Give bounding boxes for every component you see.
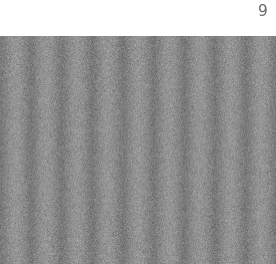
Text: 9: 9: [258, 4, 268, 19]
